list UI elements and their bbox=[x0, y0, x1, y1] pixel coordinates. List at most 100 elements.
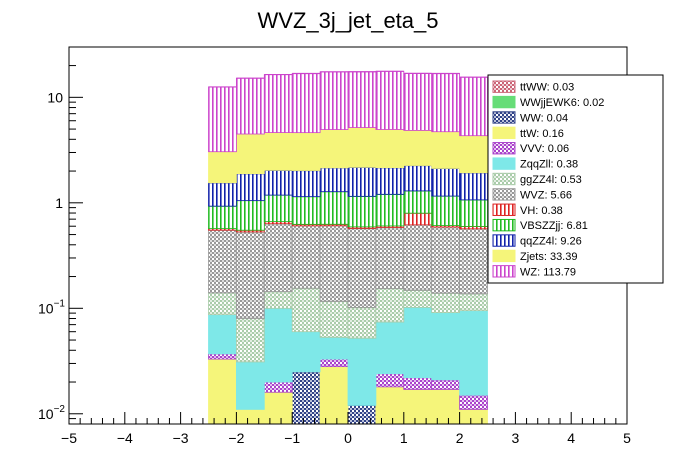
bar-ggZZ4l-9 bbox=[459, 293, 488, 312]
bar-WVZ-9 bbox=[459, 228, 488, 295]
bar-WVZ-2 bbox=[263, 223, 293, 292]
bar-VBSZZjj-8 bbox=[431, 195, 461, 226]
bar-WVZ-1 bbox=[235, 231, 265, 319]
bar-ZqqZll-2 bbox=[263, 307, 293, 383]
bar-WZ-6 bbox=[375, 70, 405, 130]
bar-WW-3 bbox=[291, 371, 321, 425]
bar-VBSZZjj-4 bbox=[319, 191, 349, 225]
bar-VBSZZjj-6 bbox=[375, 193, 405, 227]
legend-entry-qqZZ4l: qqZZ4l: 9.26 bbox=[520, 236, 582, 248]
bar-WZ-8 bbox=[431, 73, 461, 133]
legend-entry-ggZZ4l: ggZZ4l: 0.53 bbox=[520, 174, 582, 186]
bar-Zjets-2 bbox=[263, 132, 293, 171]
bar-WVZ-6 bbox=[375, 227, 405, 289]
x-tick-label: 4 bbox=[567, 430, 575, 446]
bar-VBSZZjj-3 bbox=[291, 196, 321, 225]
bar-ZqqZll-4 bbox=[319, 336, 349, 360]
legend-swatch-WW bbox=[492, 111, 516, 124]
legend-entry-VH: VH: 0.38 bbox=[520, 205, 563, 217]
y-tick-label: 1 bbox=[55, 195, 63, 211]
bar-WW-5 bbox=[347, 405, 377, 425]
bar-qqZZ4l-3 bbox=[291, 170, 321, 198]
bar-VBSZZjj-5 bbox=[347, 195, 377, 228]
bar-WZ-9 bbox=[459, 76, 488, 137]
bar-ttW-0 bbox=[208, 358, 237, 425]
legend-swatch-VBSZZjj bbox=[492, 218, 516, 232]
bar-WVZ-5 bbox=[347, 228, 377, 308]
legend-entry-WZ: WZ: 113.79 bbox=[520, 266, 576, 278]
bar-qqZZ4l-5 bbox=[347, 166, 377, 197]
bar-VVV-9 bbox=[459, 394, 488, 410]
x-tick-label: −1 bbox=[284, 430, 300, 446]
y-tick-label: 10 bbox=[47, 89, 63, 105]
bar-WZ-5 bbox=[347, 71, 377, 128]
bar-ggZZ4l-5 bbox=[347, 306, 377, 339]
legend-swatch-ggZZ4l bbox=[492, 172, 516, 186]
bar-WVZ-0 bbox=[208, 229, 237, 294]
legend-entry-Zjets: Zjets: 33.39 bbox=[520, 251, 577, 263]
bar-ggZZ4l-2 bbox=[263, 291, 293, 309]
y-tick-label: 10−1 bbox=[38, 298, 65, 316]
bar-ZqqZll-7 bbox=[403, 306, 433, 379]
bar-Zjets-1 bbox=[235, 133, 265, 175]
bar-Zjets-3 bbox=[291, 132, 321, 171]
bar-ttW-1 bbox=[235, 409, 265, 425]
x-tick-label: 1 bbox=[400, 430, 408, 446]
bar-qqZZ4l-9 bbox=[459, 172, 488, 201]
x-tick-label: −2 bbox=[228, 430, 244, 446]
bars bbox=[208, 70, 488, 425]
legend-entry-WW: WW: 0.04 bbox=[520, 112, 568, 124]
bar-WVZ-4 bbox=[319, 225, 349, 302]
x-tick-label: 2 bbox=[456, 430, 464, 446]
legend-swatch-ttWW bbox=[492, 80, 516, 93]
legend-swatch-WZ bbox=[492, 265, 516, 278]
bar-qqZZ4l-7 bbox=[403, 165, 433, 192]
bar-Zjets-7 bbox=[403, 130, 433, 166]
bar-ZqqZll-1 bbox=[235, 361, 265, 410]
bar-VBSZZjj-1 bbox=[235, 200, 265, 231]
bar-Zjets-8 bbox=[431, 131, 461, 169]
bar-ttW-6 bbox=[375, 386, 405, 425]
bar-ttW-7 bbox=[403, 389, 433, 425]
bar-ZqqZll-8 bbox=[431, 312, 461, 381]
legend-swatch-ZqqZll bbox=[492, 157, 516, 170]
legend-entry-ttW: ttW: 0.16 bbox=[520, 128, 564, 140]
legend-swatch-VH bbox=[492, 203, 516, 216]
bar-WVZ-7 bbox=[403, 224, 433, 291]
bar-ZqqZll-0 bbox=[208, 314, 237, 355]
legend-entry-ZqqZll: ZqqZll: 0.38 bbox=[520, 159, 578, 171]
bar-qqZZ4l-8 bbox=[431, 168, 461, 197]
bar-ggZZ4l-4 bbox=[319, 301, 349, 338]
x-tick-label: 5 bbox=[623, 430, 631, 446]
bar-ttW-2 bbox=[263, 391, 293, 425]
chart-title: WVZ_3j_jet_eta_5 bbox=[258, 8, 439, 33]
bar-VVV-6 bbox=[375, 373, 405, 388]
legend: ttWW: 0.03 WWjjEWK6: 0.02 WW: 0.04 ttW: 0.1… bbox=[487, 74, 664, 284]
legend-swatch-WWjjEWK6 bbox=[492, 95, 516, 109]
bar-Zjets-9 bbox=[459, 135, 488, 174]
x-tick-label: −4 bbox=[117, 430, 133, 446]
bar-VBSZZjj-7 bbox=[403, 190, 433, 214]
bar-qqZZ4l-1 bbox=[235, 173, 265, 201]
bar-VVV-2 bbox=[263, 381, 293, 393]
x-tick-label: −5 bbox=[61, 430, 77, 446]
bar-Zjets-5 bbox=[347, 127, 377, 168]
bar-ggZZ4l-7 bbox=[403, 289, 433, 308]
x-tick-label: 0 bbox=[344, 430, 352, 446]
bar-WZ-2 bbox=[263, 74, 293, 133]
bar-Zjets-6 bbox=[375, 129, 405, 169]
bar-ZqqZll-6 bbox=[375, 321, 405, 375]
bar-qqZZ4l-4 bbox=[319, 167, 349, 193]
bar-ZqqZll-5 bbox=[347, 337, 377, 406]
bar-VVV-7 bbox=[403, 377, 433, 390]
legend-entry-VBSZZjj: VBSZZjj: 6.81 bbox=[520, 220, 588, 232]
legend-swatch-VVV bbox=[492, 142, 516, 155]
bar-Zjets-4 bbox=[319, 129, 349, 169]
bar-WZ-0 bbox=[208, 86, 237, 153]
legend-box bbox=[487, 74, 664, 284]
bar-VH-7 bbox=[403, 212, 433, 226]
bar-ttW-9 bbox=[459, 409, 488, 425]
bar-ggZZ4l-6 bbox=[375, 288, 405, 323]
x-tick-label: −3 bbox=[173, 430, 189, 446]
